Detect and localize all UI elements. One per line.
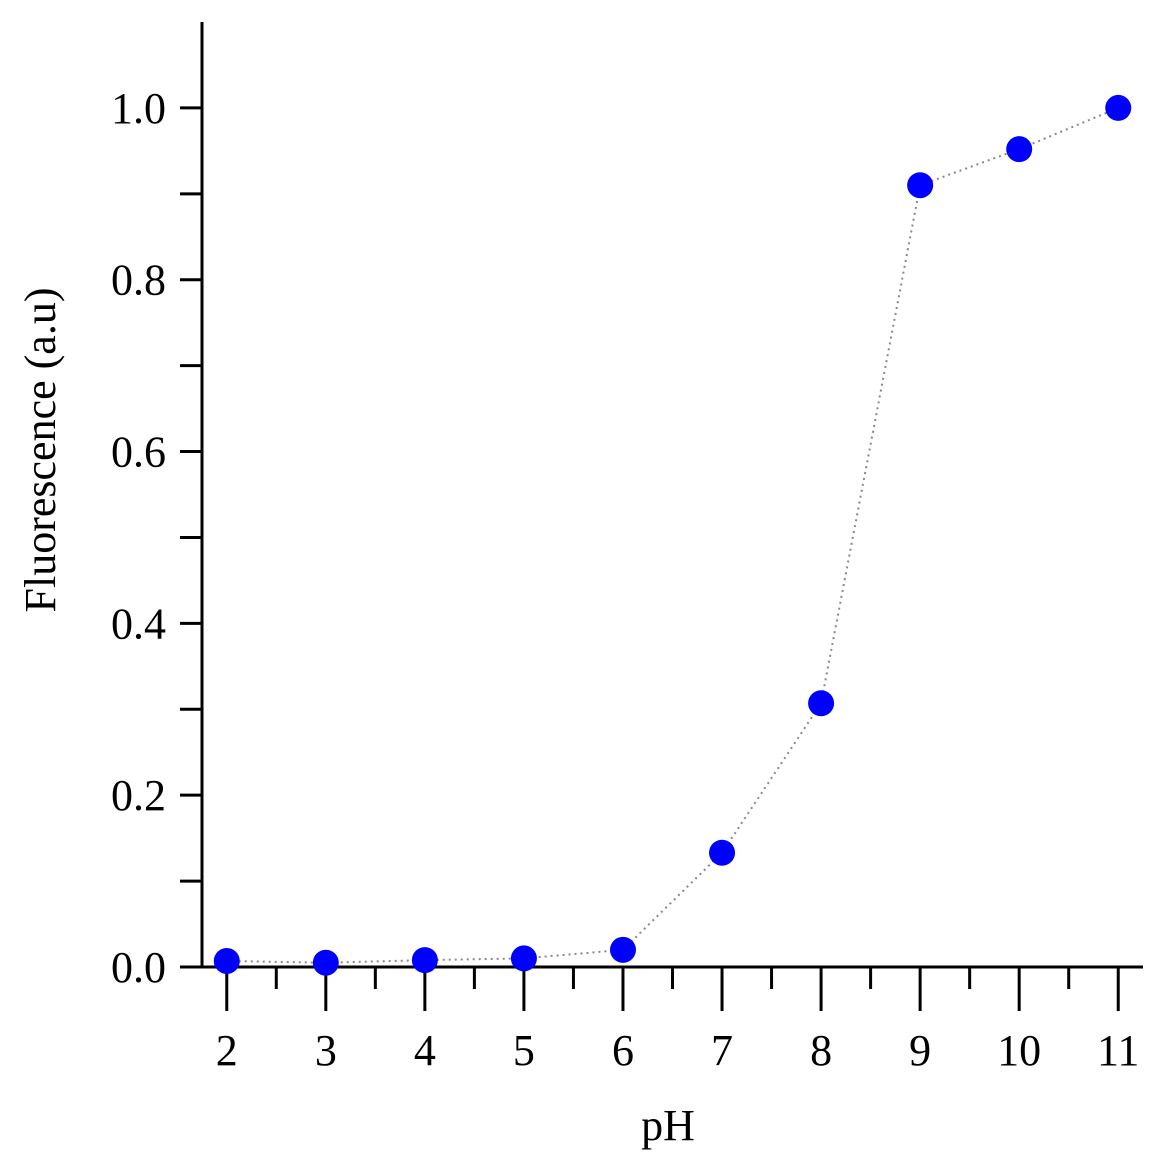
- data-point: [907, 172, 934, 199]
- x-tick-label: 11: [1097, 1026, 1139, 1075]
- x-tick-label: 3: [315, 1026, 337, 1075]
- x-tick-label: 9: [909, 1026, 931, 1075]
- data-point: [808, 690, 835, 717]
- x-tick-label: 2: [216, 1026, 238, 1075]
- y-tick-label: 0.6: [111, 428, 166, 477]
- y-tick-label: 1.0: [111, 84, 166, 133]
- y-axis-label: Fluorescence (a.u): [16, 288, 65, 613]
- y-tick-label: 0.2: [111, 771, 166, 820]
- data-point: [1006, 136, 1033, 163]
- x-tick-label: 5: [513, 1026, 535, 1075]
- x-tick-label: 7: [711, 1026, 733, 1075]
- data-point: [312, 949, 339, 976]
- x-tick-label: 4: [414, 1026, 436, 1075]
- x-tick-label: 8: [810, 1026, 832, 1075]
- y-tick-label: 0.4: [111, 599, 166, 648]
- y-tick-label: 0.8: [111, 256, 166, 305]
- data-point: [709, 839, 736, 866]
- x-tick-label: 10: [997, 1026, 1041, 1075]
- data-point: [1105, 94, 1132, 121]
- x-axis-label: pH: [641, 1101, 695, 1150]
- data-point: [510, 945, 537, 972]
- connector-line: [226, 106, 1119, 964]
- data-point: [609, 936, 636, 963]
- y-tick-label: 0.0: [111, 943, 166, 992]
- data-point: [213, 947, 240, 974]
- data-point: [411, 947, 438, 974]
- x-tick-label: 6: [612, 1026, 634, 1075]
